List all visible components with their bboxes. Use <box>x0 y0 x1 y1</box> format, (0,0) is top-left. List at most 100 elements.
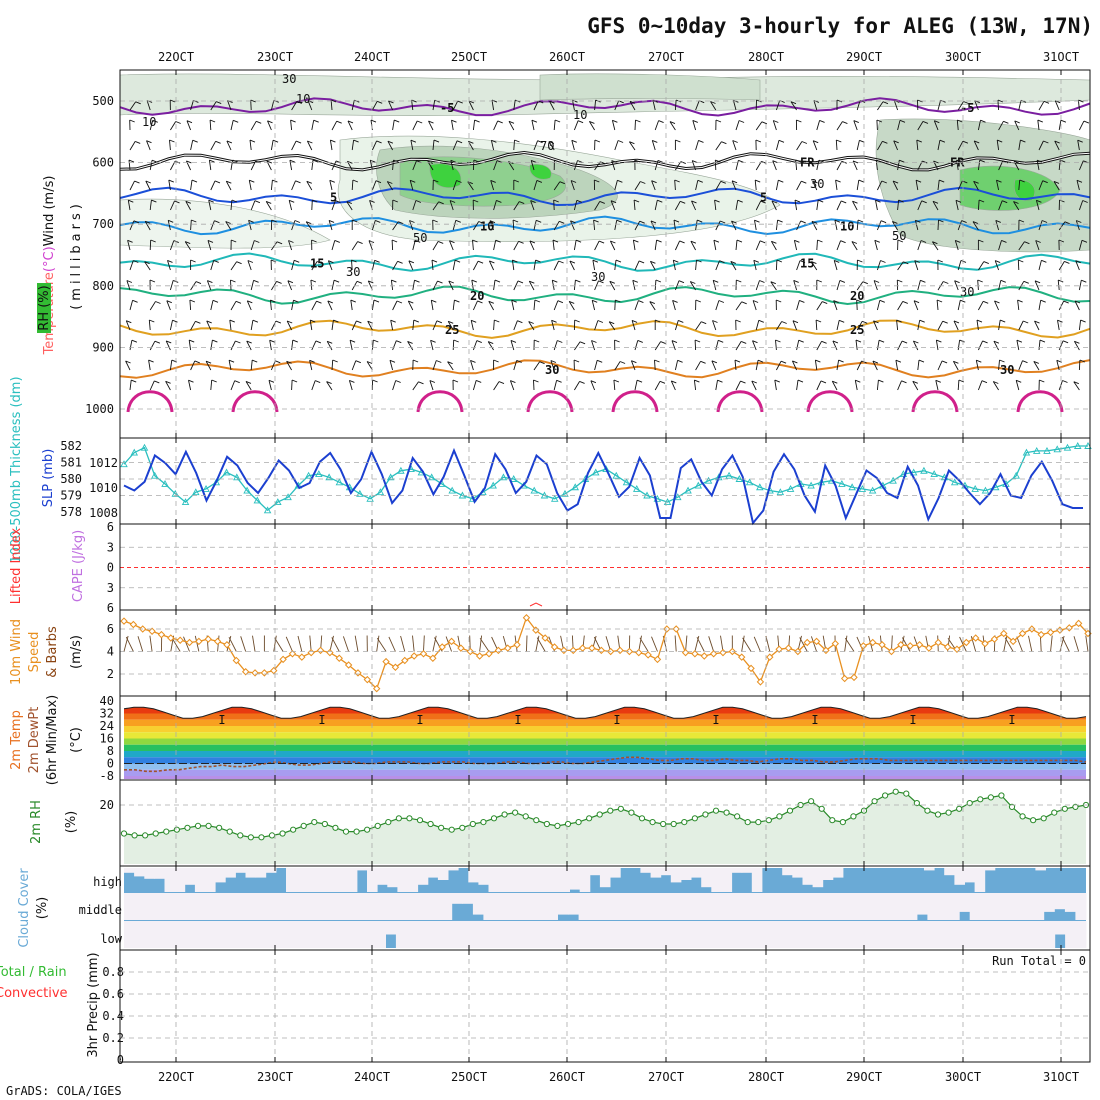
wind-barb-flag <box>1082 200 1088 203</box>
wind-barb <box>511 300 515 311</box>
wind-barb <box>730 261 737 271</box>
wind-barb <box>207 240 212 251</box>
wind10m-point <box>382 657 390 666</box>
wind-barb-flag <box>654 359 660 363</box>
wind10m-barb <box>1004 637 1014 652</box>
wind-barb <box>430 340 434 351</box>
wind-barb-flag <box>1036 159 1043 163</box>
cloud-clear-low_pct <box>709 921 721 948</box>
wind-barb-flag <box>737 199 743 203</box>
cloud-clear-high_pct <box>670 868 682 883</box>
cloud-clear-high_pct <box>539 868 550 892</box>
thickness-point <box>858 484 867 492</box>
wind-barb-flag <box>594 179 600 183</box>
rh2m-point <box>956 805 963 812</box>
wind-barb <box>327 300 333 311</box>
wind-barb-flag <box>557 300 564 304</box>
wind-barb-flag <box>1018 219 1025 223</box>
wind10m-point <box>363 675 372 684</box>
wind-barb-flag <box>796 119 802 123</box>
rh2m-point <box>638 815 646 822</box>
temp2m-ylabel: 2m Temp 2m DewPt (6hr Min/Max) (°C) <box>9 695 84 785</box>
wind-barb-flag <box>292 339 298 343</box>
x-tick-label-top: 27OCT <box>648 50 684 64</box>
thickness-point <box>838 480 846 487</box>
wind-barb-flag <box>740 380 746 384</box>
wind-barb-flag <box>1080 319 1086 323</box>
rh-contour-label: 10 <box>296 92 310 106</box>
cloud-clear-low_pct <box>636 921 648 948</box>
wind-barb <box>550 360 555 371</box>
wind-barb <box>129 180 135 191</box>
wind10m-barb <box>810 636 818 652</box>
wind-barb <box>1058 160 1061 171</box>
thickness-ytick: 581 <box>60 456 82 470</box>
wind-barb-flag <box>276 280 282 284</box>
wind-barb-flag <box>1062 380 1068 383</box>
wind10m-point <box>1018 629 1027 638</box>
wind-barb <box>755 240 761 251</box>
wind-barb <box>998 121 1004 131</box>
wind-barb-flag <box>233 119 239 123</box>
cloud-clear-high_pct <box>751 868 763 892</box>
wind-barb-flag <box>135 140 141 144</box>
wind-barb-flag <box>473 159 480 163</box>
wind10m-point <box>1065 624 1073 632</box>
wind-barb-flag <box>880 260 886 263</box>
thickness-point <box>776 488 785 496</box>
wind-barb <box>1074 300 1080 311</box>
wind10m-point <box>840 674 849 683</box>
wind-barb-flag <box>1077 139 1083 143</box>
cloud-clear-high_pct <box>964 868 976 883</box>
wind-barb <box>917 360 920 371</box>
thickness-point <box>848 483 856 491</box>
cloud-clear-low_pct <box>657 921 669 948</box>
wind-barb <box>630 360 636 371</box>
wind-barb-flag <box>1036 199 1042 203</box>
rh2m-point <box>163 828 170 835</box>
wind-barb <box>812 140 818 151</box>
wind-barb <box>250 121 257 131</box>
wind10m-barb <box>445 636 452 652</box>
wind-barb <box>410 140 414 151</box>
wind10m-point <box>457 644 465 652</box>
wind-barb-flag <box>306 180 312 184</box>
cloud-clear-high_pct <box>579 868 591 892</box>
rh2m-point <box>839 819 846 826</box>
wind-barb <box>672 300 676 311</box>
wind-barb-flag <box>1076 179 1083 183</box>
wind-barb-flag <box>712 320 718 323</box>
wind-barb-flag <box>366 361 373 364</box>
wind-barb <box>594 100 597 111</box>
wind-barb <box>812 180 818 191</box>
rh2m-point <box>596 811 603 818</box>
cloud-clear-high_pct <box>296 868 307 892</box>
wind-barb-flag <box>1074 300 1081 304</box>
wind-barb-flag <box>357 241 363 245</box>
wind-barb-flag <box>691 200 697 204</box>
cloud-clear-low_pct <box>678 921 690 948</box>
wind-barb-flag <box>186 120 193 124</box>
cloud-clear-middle_pct <box>694 893 706 920</box>
wind-barb-flag <box>610 200 617 204</box>
cloud-clear-low_pct <box>312 921 324 948</box>
wind10m-point <box>915 641 924 649</box>
cloud-clear-low_pct <box>740 921 752 948</box>
cloud-clear-middle_pct <box>462 893 474 904</box>
wind-barb <box>392 261 398 271</box>
wind-barb-flag <box>836 99 843 103</box>
wind-barb-flag <box>776 259 783 263</box>
precip-ylabel: 3hr Precip (mm) <box>86 952 101 1057</box>
rh2m-point <box>469 820 476 828</box>
wind-barb-flag <box>852 160 859 164</box>
wind-barb-flag <box>513 179 519 183</box>
wind-barb-flag <box>937 259 943 263</box>
wind-barb <box>1078 240 1083 251</box>
wind-barb <box>306 140 313 151</box>
cloud-clear-middle_pct <box>885 893 897 920</box>
cloud-clear-middle_pct <box>895 893 907 920</box>
rh2m-point <box>586 815 593 822</box>
wind-barb-flag <box>718 339 724 343</box>
wind10m-barb <box>1050 635 1053 652</box>
wind-barb <box>230 261 237 271</box>
